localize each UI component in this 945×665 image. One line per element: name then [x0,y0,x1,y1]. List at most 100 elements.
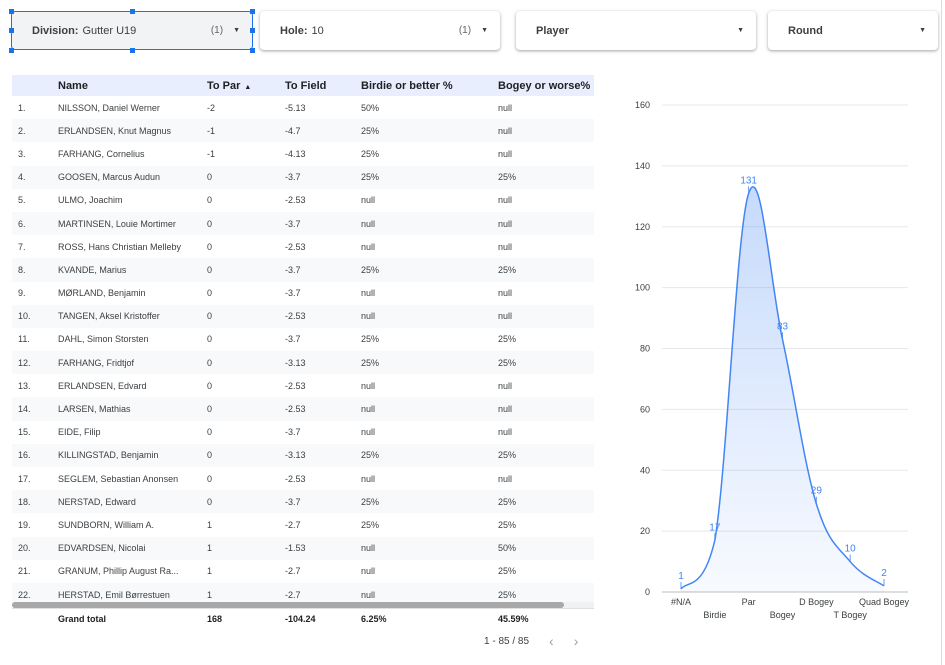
table-row[interactable]: 5. ULMO, Joachim 0 -2.53 null null [12,189,594,212]
horizontal-scrollbar[interactable] [12,602,594,608]
to-par-value: 0 [207,380,213,391]
to-field-value: -3.7 [285,172,301,183]
row-index: 11. [18,334,30,345]
y-tick-label: 140 [635,161,650,171]
next-page-button[interactable]: › [573,633,579,649]
name-column-header[interactable]: Name [58,79,88,92]
to-par-value: 0 [207,334,213,345]
filter-label: Division: [32,24,79,37]
birdie-value: null [361,311,376,322]
scrollbar-thumb[interactable] [12,602,564,608]
table-row[interactable]: 11. DAHL, Simon Storsten 0 -3.7 25% 25% [12,328,594,351]
table-row[interactable]: 9. MØRLAND, Benjamin 0 -3.7 null null [12,282,594,305]
resize-handle[interactable] [250,48,255,53]
player-name: KILLINGSTAD, Benjamin [58,450,159,461]
resize-handle[interactable] [9,9,14,14]
table-row[interactable]: 22. HERSTAD, Emil Børrestuen 1 -2.7 null 25% [12,582,594,607]
pagination: 1 - 85 / 85 ‹ › [484,633,578,649]
table-row[interactable]: 14. LARSEN, Mathias 0 -2.53 null null [12,397,594,421]
birdie-value: 25% [361,148,380,159]
player-name: SUNDBORN, William A. [58,519,155,530]
to-par-column-header[interactable]: To Par ▲ [207,80,285,92]
previous-page-button[interactable]: ‹ [549,633,554,649]
data-label: 83 [777,321,789,332]
series-line [680,186,885,590]
player-name: EIDE, Filip [58,427,101,438]
resize-handle[interactable] [9,28,14,33]
player-name: GOOSEN, Marcus Audun [58,172,161,183]
table-row[interactable]: 21. GRANUM, Phillip August Ra... 1 -2.7 null… [12,560,594,583]
bogey-value: 25% [498,357,517,368]
bogey-value: null [498,473,513,484]
table-row[interactable]: 1. NILSSON, Daniel Werner -2 -5.13 50% null [12,96,594,119]
x-tick-label: D Bogey [799,597,834,607]
table-row[interactable]: 6. MARTINSEN, Louie Mortimer 0 -3.7 null null [12,211,594,236]
to-par-value: 0 [207,404,213,415]
table-row[interactable]: 18. NERSTAD, Edward 0 -3.7 25% 25% [12,490,594,514]
sort-ascending-icon[interactable]: ▲ [244,83,252,91]
y-tick-label: 40 [640,465,650,475]
bogey-value: null [498,311,513,322]
to-field-value: -3.7 [285,218,301,229]
table-row[interactable]: 19. SUNDBORN, William A. 1 -2.7 25% 25% [12,513,594,536]
bogey-column-header[interactable]: Bogey or worse% [498,79,591,92]
data-label: 10 [845,544,857,555]
resize-handle[interactable] [250,28,255,33]
table-row[interactable]: 16. KILLINGSTAD, Benjamin 0 -3.13 25% 25% [12,443,594,467]
table-row[interactable]: 2. ERLANDSEN, Knut Magnus -1 -4.7 25% null [12,119,594,143]
bogey-value: null [498,380,513,391]
bogey-value: null [498,427,513,438]
row-index: 18. [18,496,31,507]
table-row[interactable]: 17. SEGLEM, Sebastian Anonsen 0 -2.53 null nu… [12,467,594,490]
player-name: FARHANG, Cornelius [58,148,145,159]
resize-handle[interactable] [130,9,135,14]
table-row[interactable]: 3. FARHANG, Cornelius -1 -4.13 25% null [12,142,594,165]
player-name: ERLANDSEN, Knut Magnus [58,125,172,136]
birdie-value: null [361,218,376,229]
birdie-value: 25% [361,357,380,368]
bogey-value: 25% [498,519,517,530]
birdie-column-header[interactable]: Birdie or better % [361,79,453,92]
birdie-value: null [361,195,376,206]
table-row[interactable]: 7. ROSS, Hans Christian Melleby 0 -2.53 null… [12,235,594,258]
round-filter[interactable]: Round ▼ [768,11,938,50]
table-row[interactable]: 8. KVANDE, Marius 0 -3.7 25% 25% [12,258,594,282]
row-index: 19. [18,519,31,530]
table-row[interactable]: 12. FARHANG, Fridtjof 0 -3.13 25% 25% [12,351,594,375]
to-field-value: -4.7 [285,125,301,136]
player-name: DAHL, Simon Storsten [58,334,149,345]
y-tick-label: 0 [645,587,650,597]
player-name: NILSSON, Daniel Werner [58,102,160,113]
bogey-value: 25% [498,264,517,275]
row-index: 20. [18,543,31,554]
to-field-value: -3.7 [285,264,301,275]
table-row[interactable]: 4. GOOSEN, Marcus Audun 0 -3.7 25% 25% [12,165,594,189]
resize-handle[interactable] [130,48,135,53]
to-par-value: 1 [207,543,213,554]
resize-handle[interactable] [250,9,255,14]
player-name: NERSTAD, Edward [58,496,136,507]
data-label: 131 [740,175,757,186]
player-filter[interactable]: Player ▼ [516,11,756,50]
total-to-field: -104.24 [285,614,316,624]
dropdown-caret-icon: ▼ [481,27,488,34]
hole-filter[interactable]: Hole: 10 (1) ▼ [260,11,500,50]
bogey-value: 25% [498,172,517,183]
birdie-value: null [361,380,376,391]
row-index: 8. [18,264,26,275]
table-row[interactable]: 20. EDVARDSEN, Nicolai 1 -1.53 null 50% [12,536,594,560]
birdie-value: null [361,241,376,252]
to-field-column-header[interactable]: To Field [285,79,327,92]
resize-handle[interactable] [9,48,14,53]
to-field-value: -2.7 [285,589,301,600]
table-row[interactable]: 15. EIDE, Filip 0 -3.7 null null [12,421,594,444]
table-row[interactable]: 10. TANGEN, Aksel Kristoffer 0 -2.53 null nul… [12,304,594,328]
birdie-value: null [361,404,376,415]
table-row[interactable]: 13. ERLANDSEN, Edvard 0 -2.53 null null [12,374,594,397]
division-filter[interactable]: Division: Gutter U19 (1) ▼ [11,11,253,50]
filter-count: (1) [458,25,472,36]
to-par-value: 0 [207,311,213,322]
dropdown-caret-icon: ▼ [233,27,240,34]
birdie-value: 25% [361,172,380,183]
to-field-value: -1.53 [285,543,306,554]
